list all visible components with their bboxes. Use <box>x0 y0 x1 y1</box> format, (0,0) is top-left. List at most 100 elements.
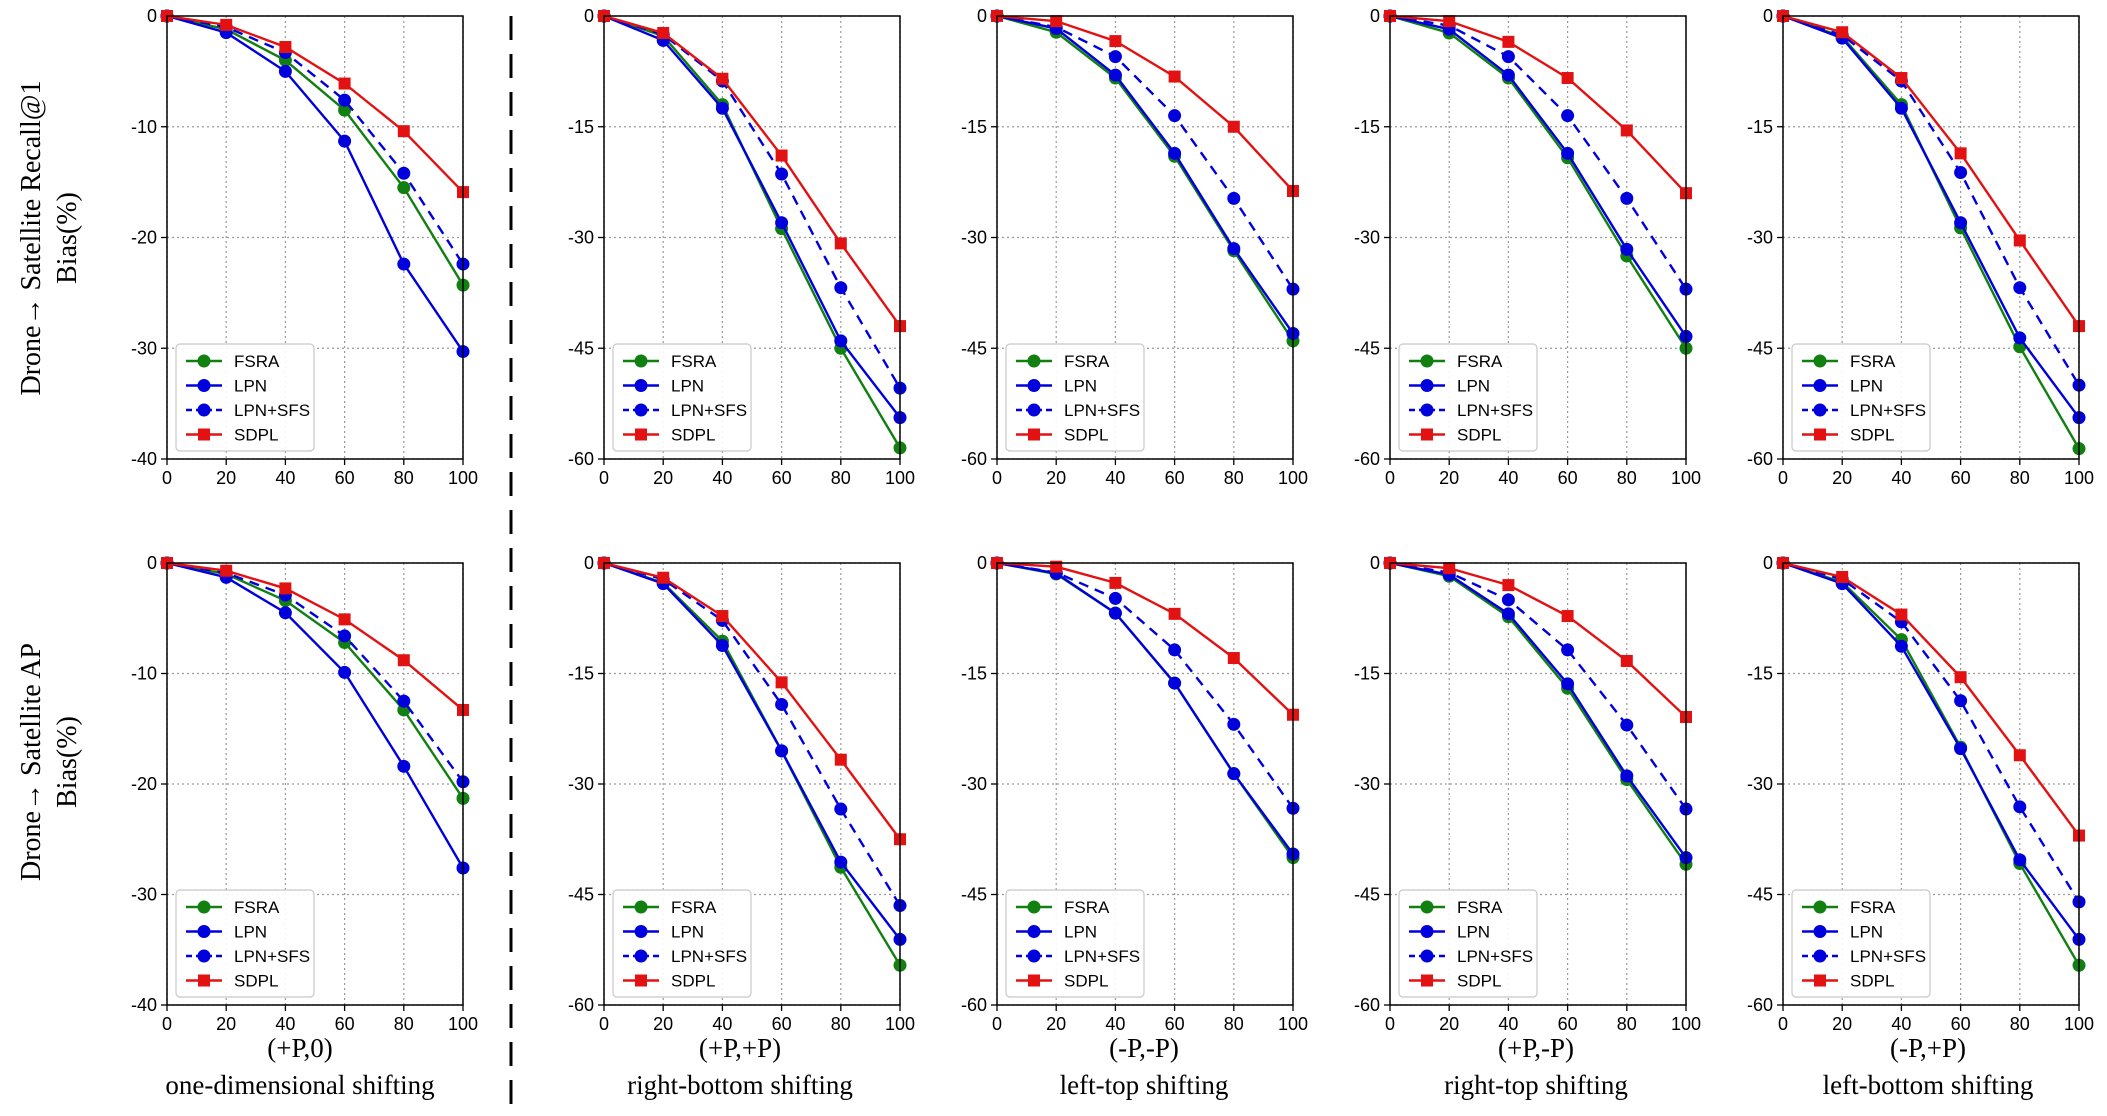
data-point-lpn-sfs <box>775 697 789 711</box>
axes-frame <box>1389 15 1687 460</box>
data-point-lpn <box>2013 331 2027 345</box>
legend: FSRA LPN LPN+SFS SDPL <box>612 889 752 998</box>
series-line-lpn <box>1389 561 1687 859</box>
data-point-lpn-sfs <box>834 281 848 295</box>
x-tick-label: 60 <box>1165 468 1185 488</box>
legend-label-fsra: FSRA <box>1064 898 1110 917</box>
row-label-0-line2: Bias(%) <box>52 192 83 284</box>
legend: FSRA LPN LPN+SFS SDPL <box>175 889 315 998</box>
data-point-lpn-sfs <box>1620 191 1634 205</box>
y-tick-label: 0 <box>1370 6 1380 26</box>
legend-marker-lpn <box>1420 379 1434 392</box>
y-tick-label: -15 <box>961 664 987 684</box>
data-point-lpn <box>1501 68 1515 82</box>
legend-box <box>612 889 752 998</box>
y-tick-label: -45 <box>961 885 987 905</box>
legend-marker-fsra <box>634 354 648 368</box>
y-tick-label: -45 <box>568 885 594 905</box>
x-tick-label: 40 <box>712 1014 732 1034</box>
x-tick-label: 40 <box>712 468 732 488</box>
y-tick-label: 0 <box>147 553 157 573</box>
series-line-lpn-sfs <box>166 14 465 265</box>
legend-marker-lpn <box>1813 925 1827 938</box>
legend-marker-sdpl <box>1028 428 1040 441</box>
series-line-lpn-sfs <box>1782 561 2081 903</box>
legend-label-sdpl: SDPL <box>1064 972 1108 991</box>
series-line-lpn <box>1782 561 2080 941</box>
legend-box <box>175 889 315 998</box>
data-point-lpn <box>715 639 729 653</box>
y-tick-label: -30 <box>568 774 594 794</box>
legend-marker-fsra <box>1027 900 1041 914</box>
legend-label-lpn-sfs: LPN+SFS <box>1064 401 1140 420</box>
x-tick-label: 20 <box>1046 1014 1066 1034</box>
col-label-0-shift: (+P,0) <box>267 1033 332 1063</box>
series-line-fsra <box>166 561 464 800</box>
x-tick-label: 80 <box>2010 1014 2030 1034</box>
data-point-lpn-sfs <box>1227 191 1241 205</box>
legend-marker-fsra <box>197 900 211 914</box>
row-label-1-line1: Drone→ Satellite AP <box>16 643 47 881</box>
x-tick-label: 40 <box>1105 468 1125 488</box>
series-line-sdpl <box>166 561 464 711</box>
data-point-sdpl <box>1168 607 1181 620</box>
x-tick-label: 100 <box>2064 1014 2094 1034</box>
data-point-lpn-sfs <box>338 629 352 643</box>
legend-label-fsra: FSRA <box>234 352 280 371</box>
series-line-fsra <box>166 14 465 286</box>
data-point-lpn <box>2013 853 2027 867</box>
legend-label-fsra: FSRA <box>1064 352 1110 371</box>
subplot-r1-c2: 0 20 40 60 80 100 0 -15 -30 -45 -60 FSRA LPN LPN+SFS S… <box>961 553 1308 1034</box>
y-tick-label: -40 <box>131 995 157 1015</box>
data-point-lpn-sfs <box>2013 800 2027 814</box>
y-tick-label: 0 <box>1763 6 1773 26</box>
data-point-lpn-sfs <box>1501 593 1515 607</box>
row-label-1-line2: Bias(%) <box>52 716 83 808</box>
col-label-4-name: left-bottom shifting <box>1823 1070 2034 1100</box>
series-line-lpn-sfs <box>603 14 902 389</box>
data-point-lpn <box>338 665 352 679</box>
data-point-lpn-sfs <box>775 167 789 181</box>
data-point-lpn-sfs <box>834 802 848 816</box>
data-point-lpn <box>1227 242 1241 256</box>
axes-frame <box>603 15 901 460</box>
legend-label-sdpl: SDPL <box>671 972 715 991</box>
legend-marker-fsra <box>634 900 648 914</box>
data-point-sdpl <box>834 237 847 250</box>
legend-marker-lpn <box>634 379 648 392</box>
x-tick-label: 100 <box>448 1014 478 1034</box>
x-tick-label: 100 <box>1671 1014 1701 1034</box>
y-tick-label: -15 <box>1354 664 1380 684</box>
data-point-sdpl <box>1895 608 1908 621</box>
data-point-sdpl <box>834 753 847 766</box>
legend-label-sdpl: SDPL <box>234 972 278 991</box>
series-line-lpn <box>603 561 901 941</box>
legend-label-lpn: LPN <box>1457 923 1490 942</box>
y-tick-label: -30 <box>131 885 157 905</box>
x-tick-label: 0 <box>1385 468 1395 488</box>
series-line-sdpl <box>1389 561 1687 718</box>
series-line-sdpl <box>1782 561 2080 837</box>
col-label-0-name: one-dimensional shifting <box>165 1070 434 1100</box>
legend-box <box>1791 889 1931 998</box>
subplot-r0-c0: 0 20 40 60 80 100 0 -10 -20 -30 -40 FSRA LPN LPN+SFS S… <box>131 6 478 488</box>
series-line-sdpl <box>1389 14 1687 195</box>
legend-marker-lpn <box>634 925 648 938</box>
y-tick-label: -30 <box>961 228 987 248</box>
x-tick-label: 40 <box>1105 1014 1125 1034</box>
series-line-lpn <box>996 14 1294 335</box>
data-point-sdpl <box>1168 70 1181 83</box>
data-point-lpn <box>1108 606 1122 620</box>
x-tick-label: 0 <box>599 1014 609 1034</box>
axes-frame <box>1389 562 1687 1006</box>
legend-label-lpn: LPN <box>1064 377 1097 396</box>
data-point-lpn-sfs <box>1620 718 1634 732</box>
y-tick-label: -15 <box>1354 117 1380 137</box>
x-tick-label: 100 <box>885 1014 915 1034</box>
legend: FSRA LPN LPN+SFS SDPL <box>1791 889 1931 998</box>
series-line-lpn-sfs <box>996 14 1295 290</box>
legend-marker-lpn <box>197 925 211 938</box>
col-label-2-name: left-top shifting <box>1060 1070 1229 1100</box>
legend-label-sdpl: SDPL <box>1850 426 1894 445</box>
x-tick-label: 40 <box>1498 1014 1518 1034</box>
